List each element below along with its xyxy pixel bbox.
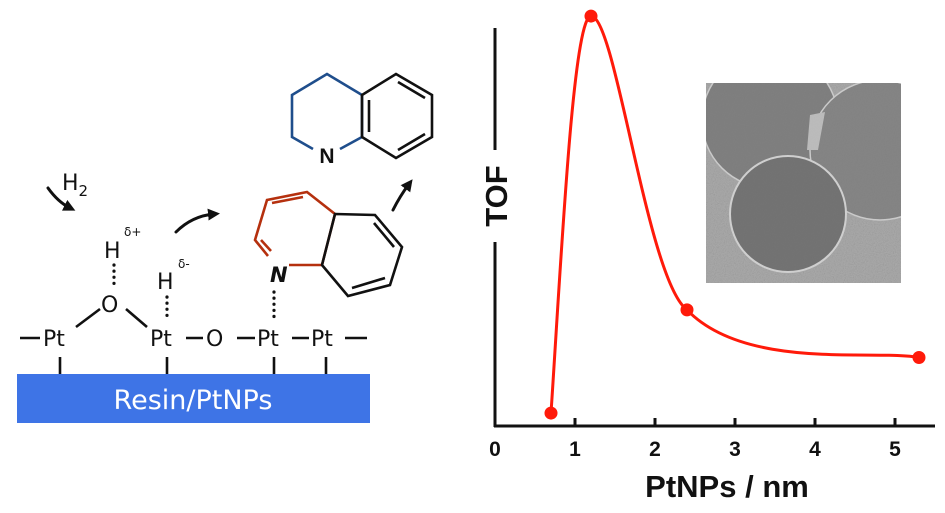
y-axis-label-gap (482, 150, 510, 242)
x-tick-label: 0 (489, 438, 501, 461)
oxygen-bridge: O (101, 293, 118, 318)
charge-delta-minus: δ- (178, 257, 190, 271)
h2-label: H2 (62, 171, 88, 200)
curved-arrow-icon (174, 208, 220, 234)
hydrogen-positive: H (104, 239, 121, 264)
tem-inset-image (706, 83, 901, 283)
data-point (912, 351, 926, 365)
resin-support-bar (17, 374, 370, 423)
x-tick-label: 1 (569, 438, 581, 461)
series-line (549, 14, 920, 414)
y-axis-label: TOF (479, 165, 514, 226)
surface-bonds (20, 307, 367, 340)
pt-atom-2: Pt (150, 327, 172, 352)
hydrogen-negative: H (157, 270, 174, 295)
quinoline-nitrogen: N (270, 263, 288, 287)
surface-legs (58, 357, 328, 374)
charge-delta-plus: δ+ (124, 225, 141, 239)
product-nitrogen: N (319, 145, 334, 168)
curved-arrow-icon (391, 179, 413, 212)
x-axis-label: PtNPs / nm (645, 469, 809, 504)
oxygen-link: O (206, 327, 223, 352)
x-tick-label: 4 (809, 438, 821, 461)
x-tick-label: 5 (889, 438, 901, 461)
x-tick-label: 3 (729, 438, 741, 461)
quinoline-molecule: N (253, 190, 404, 298)
tetrahydroquinoline-molecule: N (290, 72, 434, 168)
pt-atom-3: Pt (257, 327, 279, 352)
curved-arrow-icon (46, 186, 76, 211)
x-tick-label: 2 (649, 438, 661, 461)
data-point (584, 9, 598, 23)
tof-vs-size-chart: TOF PtNPs / nm 0 1 2 3 4 5 (479, 9, 935, 504)
reaction-scheme: Resin/PtNPs Pt Pt Pt Pt O O H δ+ H δ- H2 (17, 72, 434, 423)
data-point (680, 303, 694, 317)
data-point (544, 406, 558, 420)
pt-atom-1: Pt (43, 327, 65, 352)
pt-atom-4: Pt (311, 327, 333, 352)
support-label: Resin/PtNPs (114, 385, 273, 416)
